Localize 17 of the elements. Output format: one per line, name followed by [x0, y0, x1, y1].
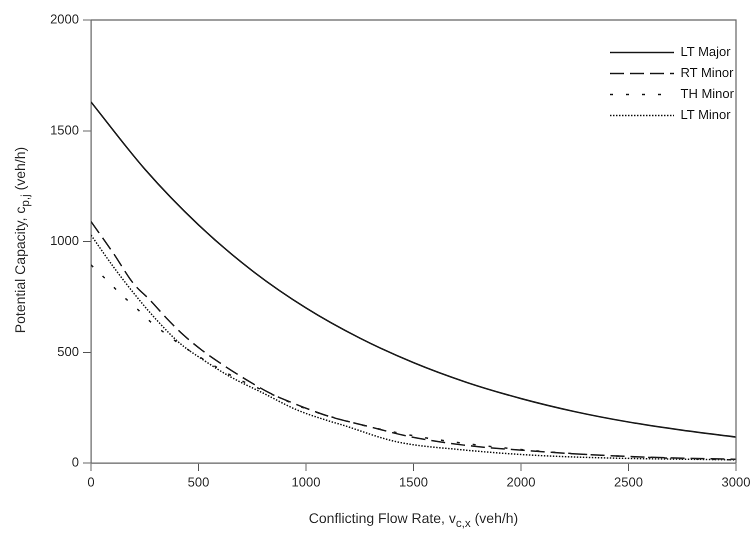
- y-tick-label: 500: [57, 344, 79, 359]
- y-tick-label: 0: [72, 454, 79, 470]
- x-tick-label: 2000: [506, 474, 536, 490]
- x-tick-label: 1000: [292, 474, 320, 490]
- legend-label: TH Minor: [680, 86, 735, 102]
- x-tick-label: 500: [188, 474, 210, 490]
- x-tick-label: 1500: [399, 474, 428, 490]
- legend-label: RT Minor: [680, 65, 734, 80]
- x-tick-label: 2500: [614, 474, 643, 490]
- x-tick-label: 0: [87, 474, 95, 490]
- legend-label: LT Major: [680, 44, 732, 60]
- y-tick-label: 1000: [50, 233, 79, 248]
- y-tick-label: 1500: [50, 122, 79, 138]
- legend-label: LT Minor: [680, 107, 732, 122]
- x-tick-label: 3000: [722, 474, 750, 490]
- y-tick-label: 2000: [50, 12, 79, 27]
- x-axis-title: Conflicting Flow Rate, v$_{c,x}$ (veh/h): [308, 510, 520, 530]
